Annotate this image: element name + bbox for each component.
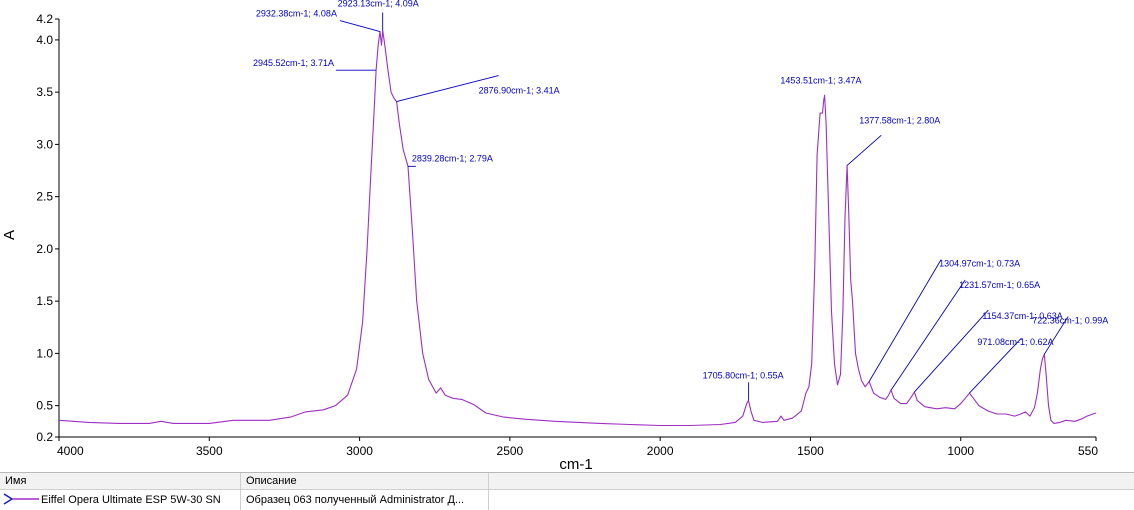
annotation-leader-9 bbox=[914, 309, 989, 393]
legend-row-description[interactable]: Образец 063 полученный Administrator Д..… bbox=[246, 494, 465, 506]
peak-label-1: 2932.38cm-1; 4.08A bbox=[256, 9, 337, 19]
peak-label-11: 722.36cm-1; 0.99A bbox=[1032, 315, 1108, 325]
legend-header-description[interactable]: Описание bbox=[241, 473, 488, 490]
y-tick-label-9: 0.2 bbox=[36, 430, 53, 444]
peak-label-6: 1377.58cm-1; 2.80A bbox=[859, 115, 940, 125]
legend-row-name[interactable]: Eiffel Opera Ultimate ESP 5W-30 SN bbox=[0, 491, 240, 510]
annotation-leader-11 bbox=[1043, 316, 1069, 355]
arrow-marker-icon bbox=[3, 493, 39, 505]
peak-label-8: 1231.57cm-1; 0.65A bbox=[959, 280, 1040, 290]
x-tick-label-1: 3500 bbox=[196, 444, 223, 458]
chart-marks bbox=[58, 29, 1097, 427]
peak-label-7: 1304.97cm-1; 0.73A bbox=[939, 259, 1020, 269]
x-tick-label-5: 1500 bbox=[797, 444, 824, 458]
spectrum-chart: 4.2 4.0 3.5 3.0 2.5 2.0 1.5 1.0 0.5 0.2 4000 3500 30… bbox=[1, 0, 1108, 470]
y-tick-label-6: 1.5 bbox=[36, 294, 53, 308]
annotation-leader-1 bbox=[339, 20, 381, 32]
y-tick-label-3: 3.0 bbox=[36, 137, 53, 151]
annotation-leader-10 bbox=[969, 337, 1022, 394]
annotation-leader-6 bbox=[846, 134, 882, 166]
x-axis-title: cm-1 bbox=[559, 456, 592, 470]
series-line-0 bbox=[58, 29, 1097, 427]
annotation-leader-7 bbox=[868, 259, 942, 382]
annotation-leader-3 bbox=[396, 75, 499, 102]
legend-header-name[interactable]: Имя bbox=[0, 473, 240, 490]
chart-axes: 4.2 4.0 3.5 3.0 2.5 2.0 1.5 1.0 0.5 0.2 4000 3500 30… bbox=[36, 12, 1098, 458]
x-tick-label-4: 2000 bbox=[647, 444, 674, 458]
x-tick-label-6: 1000 bbox=[947, 444, 974, 458]
peak-label-12: 1705.80cm-1; 0.55A bbox=[703, 370, 784, 380]
peak-label-5: 1453.51cm-1; 3.47A bbox=[780, 75, 861, 85]
peak-label-2: 2945.52cm-1; 3.71A bbox=[253, 58, 334, 68]
y-tick-label-7: 1.0 bbox=[36, 346, 53, 360]
peak-label-0: 2923.13cm-1; 4.09A bbox=[338, 0, 419, 8]
peak-label-4: 2839.28cm-1; 2.79A bbox=[412, 153, 493, 163]
peak-label-3: 2876.90cm-1; 3.41A bbox=[479, 86, 560, 96]
y-axis-title: A bbox=[1, 230, 18, 240]
legend-column-divider bbox=[240, 473, 241, 510]
x-tick-label-7: 550 bbox=[1078, 444, 1098, 458]
peak-label-9: 1154.37cm-1; 0.63A bbox=[982, 311, 1062, 321]
y-tick-label-1: 4.0 bbox=[36, 33, 53, 47]
legend-series-name: Eiffel Opera Ultimate ESP 5W-30 SN bbox=[41, 494, 221, 506]
peak-label-10: 971.08cm-1; 0.62A bbox=[977, 337, 1053, 347]
x-tick-label-0: 4000 bbox=[57, 444, 84, 458]
annotation-leader-8 bbox=[890, 279, 966, 391]
y-tick-label-5: 2.0 bbox=[36, 242, 53, 256]
y-tick-label-4: 2.5 bbox=[36, 190, 53, 204]
x-tick-label-3: 2500 bbox=[497, 444, 524, 458]
y-tick-label-0: 4.2 bbox=[36, 12, 53, 26]
spectrum-legend-table: Имя Описание Eiffel Opera Ultimate ESP 5… bbox=[0, 472, 1134, 510]
legend-column-divider bbox=[488, 473, 489, 510]
y-tick-label-8: 0.5 bbox=[36, 399, 53, 413]
legend-header-empty bbox=[489, 473, 1134, 490]
y-tick-label-2: 3.5 bbox=[36, 85, 53, 99]
x-tick-label-2: 3000 bbox=[346, 444, 373, 458]
